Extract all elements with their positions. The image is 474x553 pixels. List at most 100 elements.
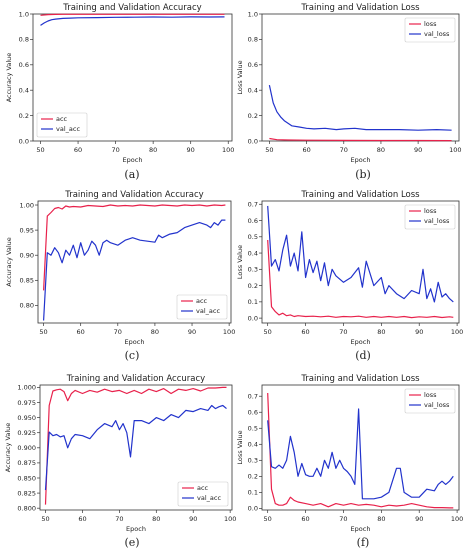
legend-label-loss: loss xyxy=(424,391,437,399)
x-tick-label: 60 xyxy=(301,328,309,336)
x-tick-label: 90 xyxy=(189,515,197,523)
y-tick-label: 0.8 xyxy=(19,36,29,44)
chart-title: Training and Validation Accuracy xyxy=(62,3,201,13)
y-tick-label: 0.4 xyxy=(248,441,258,449)
x-tick-label: 80 xyxy=(152,515,160,523)
caption-c: (c) xyxy=(124,349,140,362)
plot-frame xyxy=(37,200,232,324)
x-tick-label: 70 xyxy=(115,515,123,523)
x-axis-label: Epoch xyxy=(126,525,146,533)
y-tick-label: 0.850 xyxy=(17,474,36,482)
legend-label-val_acc: val_acc xyxy=(56,125,80,133)
legend: loss val_loss xyxy=(404,204,456,230)
x-tick-label: 50 xyxy=(264,328,272,336)
series-line-acc xyxy=(43,204,226,291)
x-tick-label: 80 xyxy=(377,146,385,154)
x-tick-label: 70 xyxy=(339,328,347,336)
x-tick-label: 100 xyxy=(223,328,235,336)
legend: acc val_acc xyxy=(176,294,228,320)
caption-d: (d) xyxy=(355,349,371,362)
legend-label-val_acc: val_acc xyxy=(197,494,221,502)
x-tick-label: 60 xyxy=(77,328,85,336)
y-axis-label: Loss Value xyxy=(236,245,244,279)
y-tick-label: 0.900 xyxy=(17,444,36,452)
x-tick-label: 100 xyxy=(451,515,463,523)
x-tick-label: 70 xyxy=(111,146,119,154)
x-tick-label: 100 xyxy=(449,146,461,154)
x-tick-label: 90 xyxy=(415,515,423,523)
legend-label-loss: loss xyxy=(424,20,437,28)
series-line-acc xyxy=(44,386,227,505)
y-axis-label: Accuracy Value xyxy=(4,423,12,473)
x-tick-label: 90 xyxy=(414,146,422,154)
y-tick-label: 0.5 xyxy=(248,233,258,241)
chart-title: Training and Validation Loss xyxy=(300,190,420,200)
y-axis-label: Loss Value xyxy=(236,430,244,464)
y-tick-label: 0.6 xyxy=(248,61,258,69)
y-tick-label: 0.3 xyxy=(248,266,258,274)
y-tick-label: 0.80 xyxy=(20,302,34,310)
series-line-val_loss xyxy=(268,84,452,131)
legend-label-acc: acc xyxy=(197,484,209,492)
caption-e: (e) xyxy=(124,536,140,549)
y-tick-label: 0.0 xyxy=(248,505,258,513)
caption-a: (a) xyxy=(124,168,140,181)
x-tick-label: 80 xyxy=(149,146,157,154)
y-tick-label: 0.0 xyxy=(248,314,258,322)
x-tick-label: 100 xyxy=(222,146,234,154)
y-tick-label: 0.7 xyxy=(248,201,258,209)
chart-panel-5: Training and Validation Accuracy 50 60 70 80… xyxy=(4,374,236,533)
y-tick-label: 0.2 xyxy=(248,473,258,481)
y-tick-label: 0.7 xyxy=(248,393,258,401)
x-axis-label: Epoch xyxy=(125,338,145,346)
chart-title: Training and Validation Loss xyxy=(300,3,420,13)
legend: loss val_loss xyxy=(404,388,456,414)
legend-label-loss: loss xyxy=(424,207,437,215)
y-tick-label: 0.1 xyxy=(248,298,258,306)
x-axis-label: Epoch xyxy=(351,338,371,346)
legend-label-val_loss: val_loss xyxy=(424,401,450,409)
plot-frame xyxy=(261,200,460,324)
series-line-loss xyxy=(269,137,452,142)
y-tick-label: 1.00 xyxy=(20,201,34,209)
legend-label-val_loss: val_loss xyxy=(424,217,450,225)
series-line-acc xyxy=(40,13,225,16)
legend: acc val_acc xyxy=(36,112,88,138)
x-tick-label: 50 xyxy=(265,146,273,154)
series-line-val_acc xyxy=(44,404,227,491)
legend: loss val_loss xyxy=(404,17,456,43)
y-tick-label: 1.0 xyxy=(248,10,258,18)
chart-panel-4: Training and Validation Loss 50 60 70 80 90 10… xyxy=(236,190,463,346)
x-tick-label: 70 xyxy=(114,328,122,336)
y-tick-label: 0.5 xyxy=(248,425,258,433)
caption-f: (f) xyxy=(356,536,370,549)
y-tick-label: 0.800 xyxy=(17,504,36,512)
caption-b: (b) xyxy=(355,168,371,181)
legend-label-val_acc: val_acc xyxy=(196,307,220,315)
y-tick-label: 0.825 xyxy=(17,489,36,497)
y-tick-label: 0.4 xyxy=(248,87,258,95)
x-tick-label: 60 xyxy=(301,515,309,523)
y-tick-label: 0.6 xyxy=(248,409,258,417)
x-tick-label: 100 xyxy=(451,328,463,336)
y-tick-label: 1.000 xyxy=(17,384,36,392)
legend-label-acc: acc xyxy=(196,297,208,305)
y-tick-label: 0.6 xyxy=(248,217,258,225)
y-tick-label: 1.0 xyxy=(19,10,29,18)
chart-panel-1: Training and Validation Accuracy 50 60 70 80… xyxy=(5,3,234,164)
x-tick-label: 60 xyxy=(74,146,82,154)
y-tick-label: 0.975 xyxy=(17,399,36,407)
x-tick-label: 70 xyxy=(340,146,348,154)
series-line-val_acc xyxy=(43,219,226,321)
x-tick-label: 90 xyxy=(188,328,196,336)
x-tick-label: 50 xyxy=(264,515,272,523)
legend-label-acc: acc xyxy=(56,115,68,123)
chart-panel-3: Training and Validation Accuracy 50 60 70 80… xyxy=(5,190,235,346)
x-tick-label: 50 xyxy=(41,515,49,523)
x-tick-label: 60 xyxy=(302,146,310,154)
legend: acc val_acc xyxy=(177,481,229,507)
y-tick-label: 0.2 xyxy=(248,282,258,290)
x-tick-label: 90 xyxy=(415,328,423,336)
x-tick-label: 50 xyxy=(36,146,44,154)
